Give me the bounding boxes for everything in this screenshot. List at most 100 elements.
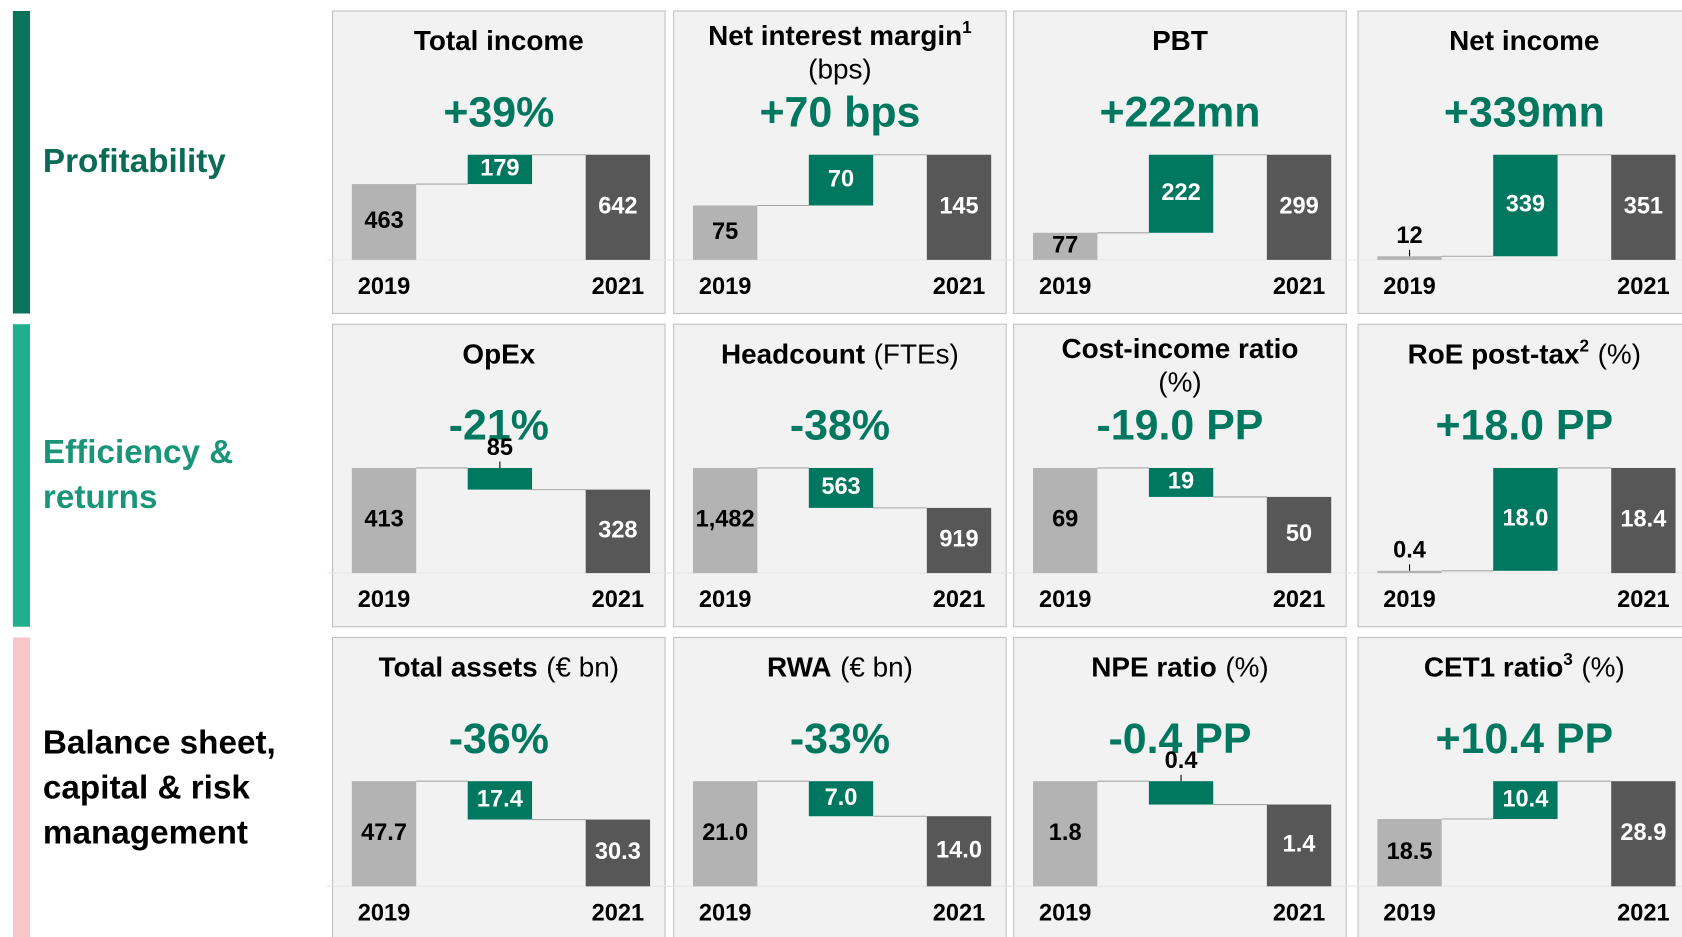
bar	[467, 781, 533, 820]
category-label: 2019	[358, 273, 410, 299]
bar	[467, 467, 533, 490]
chart-title: Net income	[1449, 26, 1599, 57]
chart-unit: (bps)	[808, 53, 872, 84]
category-label: 2019	[1039, 586, 1091, 612]
category-label: 2019	[1383, 899, 1435, 925]
chart-title: Total assets (€ bn)	[379, 652, 619, 683]
value-label: 85	[487, 434, 513, 460]
value-label: 12	[1396, 222, 1422, 248]
headline: -38%	[790, 402, 890, 450]
section-label: Profitability	[43, 143, 226, 180]
bar	[585, 154, 651, 260]
category-label: 2019	[358, 899, 410, 925]
bar	[1493, 154, 1558, 257]
chart-unit: (%)	[1225, 652, 1268, 683]
bar	[1377, 570, 1442, 574]
value-label: 69	[1052, 506, 1078, 532]
title-text: RWA	[767, 652, 832, 683]
chart-title: Net interest margin1	[708, 17, 972, 51]
bar	[1148, 467, 1214, 497]
bar	[692, 467, 758, 574]
value-label: 339	[1506, 191, 1545, 217]
bar	[1493, 467, 1558, 571]
title-text: PBT	[1152, 26, 1208, 57]
category-label: 2019	[699, 899, 751, 925]
chart-unit: (%)	[1158, 367, 1201, 398]
category-label: 2019	[1383, 273, 1435, 299]
value-label: 77	[1052, 232, 1078, 258]
category-label: 2021	[1273, 899, 1325, 925]
value-label: 642	[598, 193, 637, 219]
headline: +222mn	[1099, 88, 1260, 136]
title-text: Cost-income ratio	[1061, 333, 1298, 364]
value-label: 1,482	[696, 506, 755, 532]
value-label: 18.4	[1620, 506, 1666, 532]
category-label: 2019	[699, 586, 751, 612]
title-text: Total income	[414, 26, 584, 57]
bar	[1266, 804, 1332, 887]
category-label: 2021	[1617, 273, 1669, 299]
headline: -0.4 PP	[1108, 715, 1251, 763]
value-label: 222	[1161, 179, 1200, 205]
bar	[692, 781, 758, 887]
chart-unit: (%)	[1581, 652, 1624, 683]
bar	[808, 467, 874, 508]
chart-title: Total income	[414, 26, 584, 57]
title-text: OpEx	[462, 339, 535, 370]
value-label: 28.9	[1620, 819, 1666, 845]
value-label: 18.0	[1502, 505, 1548, 531]
bar	[585, 819, 651, 887]
value-label: 21.0	[702, 819, 748, 845]
bar	[1611, 154, 1676, 260]
chart-unit: (%)	[1598, 339, 1641, 370]
bar	[1611, 781, 1676, 887]
bar	[351, 781, 417, 887]
bar	[1033, 781, 1098, 887]
headline: -36%	[449, 715, 549, 763]
value-label: 328	[598, 517, 637, 543]
section-bar	[12, 10, 31, 314]
chart-title: Cost-income ratio	[1061, 333, 1298, 364]
value-label: 47.7	[361, 819, 407, 845]
footnote-mark: 3	[1563, 649, 1573, 669]
section-bar	[12, 324, 31, 627]
bar	[1266, 496, 1332, 574]
category-label: 2021	[592, 273, 644, 299]
bar	[808, 154, 874, 206]
headline: +339mn	[1444, 88, 1605, 136]
bar	[351, 184, 417, 260]
chart-title: OpEx	[462, 339, 535, 370]
value-label: 7.0	[825, 784, 858, 810]
value-label: 70	[828, 165, 854, 191]
bar	[1493, 781, 1558, 820]
chart-title: Headcount (FTEs)	[721, 339, 959, 370]
value-label: 919	[939, 526, 978, 552]
bar	[1033, 232, 1098, 260]
bar	[1377, 819, 1442, 887]
bar	[808, 781, 874, 817]
chart-title: RoE post-tax2 (%)	[1408, 335, 1641, 369]
headline: -33%	[790, 715, 890, 763]
bar	[1148, 781, 1214, 805]
footnote-mark: 2	[1580, 335, 1590, 355]
bar	[926, 816, 992, 887]
value-label: 0.4	[1393, 537, 1426, 563]
title-text: Total assets	[379, 652, 538, 683]
section-label: returns	[43, 479, 158, 516]
value-label: 413	[364, 506, 403, 532]
category-label: 2021	[1273, 586, 1325, 612]
bar	[1266, 154, 1332, 260]
chart-title: CET1 ratio3 (%)	[1424, 649, 1625, 683]
value-label: 18.5	[1387, 838, 1433, 864]
bar	[467, 154, 533, 185]
value-label: 1.4	[1283, 831, 1316, 857]
category-label: 2021	[1273, 273, 1325, 299]
category-label: 2019	[699, 273, 751, 299]
chart-title: PBT	[1152, 26, 1208, 57]
title-text: Headcount	[721, 339, 865, 370]
value-label: 75	[712, 218, 738, 244]
bar	[1611, 467, 1676, 574]
category-label: 2019	[1039, 899, 1091, 925]
section-label: Efficiency &	[43, 434, 233, 471]
